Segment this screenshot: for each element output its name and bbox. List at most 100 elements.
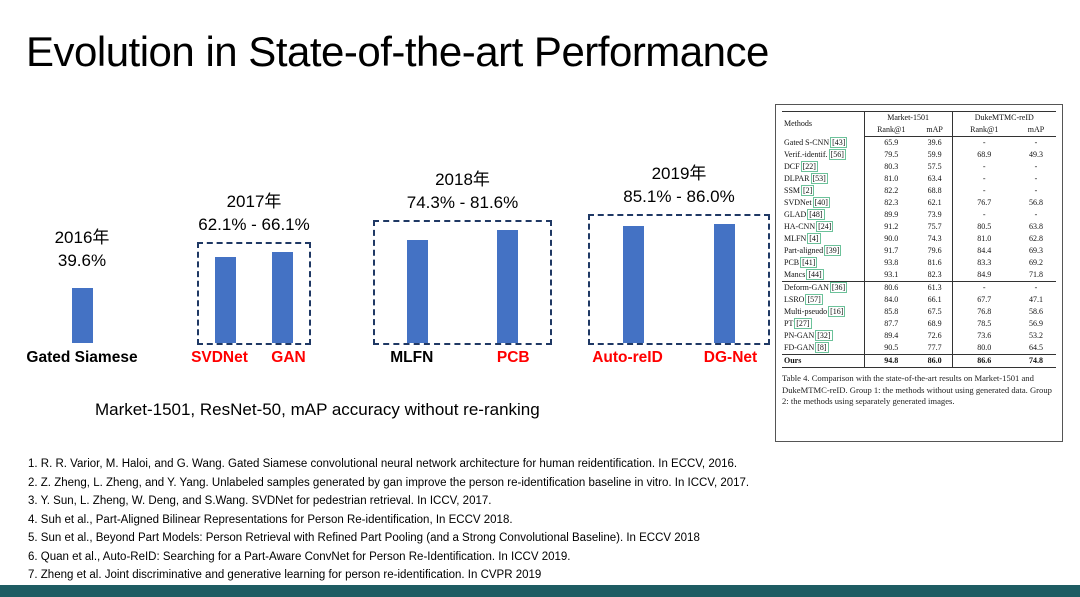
citation-ref: [32] [817,331,831,340]
method-cell: Multi-pseudo [16] [784,307,844,316]
citation-ref: [8] [817,343,827,352]
bar-label-pcb: PCB [496,349,530,366]
bar-labels-row: MLFN PCB [361,349,564,367]
value-cell: 74.3 [927,234,942,243]
col-subheader: mAP [1016,124,1056,137]
bar-label-dg-net: DG-Net [703,349,758,366]
value-cell: 82.2 [863,185,918,197]
method-cell: Verif.-identif. [56] [784,150,844,159]
method-cell: LSRO [57] [784,295,821,304]
value-cell: - [951,136,1016,149]
value-cell: 63.8 [1029,222,1043,231]
citation-ref: [57] [807,295,821,304]
citation-ref: [4] [809,234,819,243]
method-cell: FD-GAN [8] [784,343,827,352]
citation-ref: [27] [796,319,810,328]
col-subheader: Rank@1 [863,124,918,137]
citation-ref: [16] [830,307,844,316]
value-cell: 81.6 [927,258,942,267]
year-range-label: 2017年 62.1% - 66.1% [167,190,341,236]
value-cell: 76.7 [951,197,1016,209]
method-cell: Deform-GAN [36] [782,281,865,294]
value-cell: 67.5 [927,307,942,316]
table-row: SSM [2] 82.2 68.8- - [782,185,1056,197]
table-row: Multi-pseudo [16] 85.8 67.5 76.8 58.6 [782,306,1056,318]
slide-title: Evolution in State-of-the-art Performanc… [26,28,769,75]
value-cell: 58.6 [1029,307,1043,316]
value-cell: 72.6 [927,331,942,340]
value-cell: 73.9 [927,210,942,219]
table-row: PCB [41] 93.8 81.6 83.3 69.2 [782,257,1056,269]
range-text: 62.1% - 66.1% [198,214,310,234]
value-cell: 81.0 [951,233,1016,245]
bar-labels-row: SVDNet GAN [185,349,323,367]
col-subheader: Rank@1 [951,124,1016,137]
table-row: DLPAR [53] 81.0 63.4- - [782,173,1056,185]
group-highlight-box [588,214,770,345]
results-table: Methods Market-1501 DukeMTMC-reID Rank@1 mAP… [782,111,1056,368]
value-cell: - [1034,162,1038,171]
value-cell: - [1016,281,1056,294]
value-cell: 53.2 [1029,331,1043,340]
value-cell: 86.0 [917,354,952,368]
value-cell: 91.7 [863,245,918,257]
bar-labels-row: Gated Siamese [4,349,160,367]
value-cell: - [1034,138,1038,147]
value-cell: 65.9 [863,136,918,149]
table-row: PT [27] 87.7 68.9 78.5 56.9 [782,318,1056,330]
value-cell: 75.7 [927,222,942,231]
bar-label-svdnet: SVDNet [191,349,248,366]
method-cell: GLAD [48] [784,210,823,219]
year-range-label: 2018年 74.3% - 81.6% [343,168,582,214]
bar-label-gated-siamese: Gated Siamese [26,349,138,366]
value-cell: 91.2 [863,221,918,233]
value-cell: 76.8 [951,306,1016,318]
value-cell: 71.8 [1029,270,1043,279]
method-cell: PCB [41] [784,258,816,267]
value-cell: 67.7 [951,294,1016,306]
value-cell: 69.3 [1029,246,1043,255]
bar-dg-net [714,224,735,343]
reference-item: 1. R. R. Varior, M. Haloi, and G. Wang. … [28,458,738,470]
value-cell: 57.5 [927,162,942,171]
bar-pcb [496,230,518,343]
value-cell: 82.3 [863,197,918,209]
method-cell: SSM [2] [784,186,813,195]
value-cell: 69.2 [1029,258,1043,267]
value-cell: 77.7 [927,343,942,352]
col-header-methods: Methods [782,111,865,137]
group-highlight-box [197,241,311,345]
table-row: Gated S-CNN [43] 65.9 39.6- - [782,136,1056,149]
value-cell: 68.8 [927,186,942,195]
year-text: 2018年 [435,170,490,190]
method-cell: HA-CNN [24] [784,222,832,231]
bar-labels-row: Auto-reID DG-Net [576,349,782,367]
reference-item: 7. Zheng et al. Joint discriminative and… [28,569,542,581]
performance-evolution-chart: 2016年 39.6% Gated Siamese 2017年 62.1% - 66.1… [0,164,770,367]
reference-item: 2. Z. Zheng, L. Zheng, and Y. Yang. Unla… [28,476,750,489]
citation-ref: [39] [826,246,840,255]
value-cell: 84.0 [863,294,918,306]
table-row: FD-GAN [8] 90.5 77.7 80.0 64.5 [782,342,1056,355]
bar-auto-reid [623,225,644,343]
value-cell: 79.5 [863,149,918,161]
reference-item: 4. Suh et al., Part-Aligned Bilinear Rep… [28,513,513,526]
value-cell: 80.6 [863,281,918,294]
col-subheader: mAP [917,124,952,137]
value-cell: - [1034,174,1038,183]
table-row: Verif.-identif. [56] 79.5 59.9 68.9 49.3 [782,149,1056,161]
value-cell: 39.6 [927,138,942,147]
bar-mlfn [407,240,429,343]
bar-label-auto-reid: Auto-reID [592,349,663,366]
value-cell: - [951,161,1016,173]
year-range-label: 2019年 85.1% - 86.0% [558,162,800,208]
bar-svdnet [215,257,236,343]
value-cell: - [1034,186,1038,195]
value-cell: 83.3 [951,257,1016,269]
table-row: MLFN [4] 90.0 74.3 81.0 62.8 [782,233,1056,245]
year-range-label: 2016年 39.6% [0,226,178,272]
value-cell: 68.9 [927,319,942,328]
value-cell: 94.8 [863,354,918,368]
citation-ref: [43] [832,137,846,147]
value-cell: 80.5 [951,221,1016,233]
